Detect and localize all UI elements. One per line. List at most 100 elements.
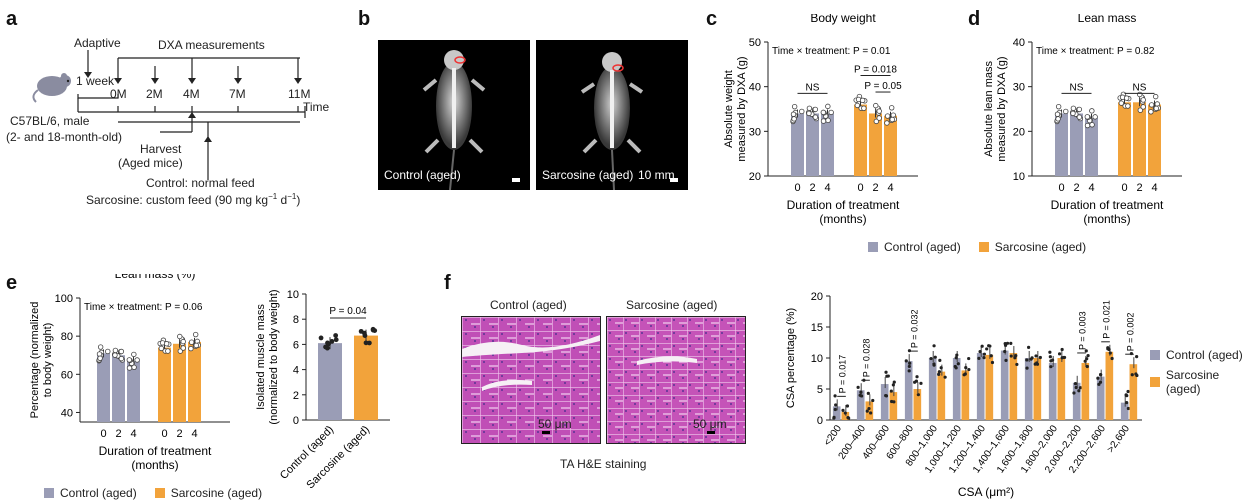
- data-point: [188, 339, 195, 345]
- significance-label: NS: [1070, 82, 1084, 93]
- bar: [937, 371, 946, 420]
- he-sarcosine-scale: 50 μm: [693, 417, 727, 431]
- y-tick-label: 10: [811, 353, 823, 365]
- data-point: [937, 372, 941, 376]
- x-tick-label: 2: [1136, 182, 1142, 194]
- data-point: [1130, 373, 1134, 377]
- y-tick-label: 40: [1013, 37, 1025, 49]
- data-point: [891, 383, 895, 387]
- bar: [880, 384, 889, 420]
- data-point: [1153, 105, 1159, 112]
- data-point: [919, 381, 923, 385]
- data-point: [112, 352, 118, 358]
- x-tick-label: 4: [824, 182, 830, 194]
- y-tick-label: 80: [61, 331, 73, 343]
- y-tick-label: 8: [293, 314, 299, 326]
- y-tick-label: 20: [1013, 126, 1025, 138]
- time-point-11: 11M: [288, 87, 311, 101]
- data-point: [806, 105, 813, 111]
- data-point: [362, 333, 368, 339]
- legend-csa: Control (aged) Sarcosine (aged): [1150, 348, 1256, 396]
- p-value-label: P = 0.002: [1126, 313, 1136, 352]
- y-axis-label-line: (normalized to body weight): [268, 289, 280, 424]
- x-axis-label: (months): [819, 212, 866, 226]
- significance-label: NS: [806, 82, 820, 93]
- data-point: [876, 108, 882, 114]
- significance-label: NS: [1133, 82, 1147, 93]
- data-point: [1148, 109, 1154, 115]
- p-value-label: P = 0.028: [862, 339, 872, 378]
- data-point: [333, 337, 339, 343]
- data-point: [1096, 376, 1100, 380]
- data-point: [1048, 350, 1052, 354]
- bar: [1009, 353, 1018, 420]
- time-point-2: 2M: [146, 87, 163, 101]
- data-point: [1070, 110, 1076, 117]
- y-tick-label: 30: [749, 126, 761, 138]
- data-point: [892, 400, 896, 404]
- legend-csa-sarcosine-swatch: [1150, 377, 1160, 387]
- data-point: [192, 331, 199, 338]
- bar: [1085, 117, 1098, 176]
- data-point: [843, 411, 847, 415]
- y-axis-label: Absolute lean massmeasured by DXA (g): [983, 56, 1008, 161]
- data-point: [812, 114, 819, 120]
- bar: [1133, 102, 1146, 176]
- bar: [854, 104, 867, 176]
- data-point: [165, 348, 171, 354]
- bar: [791, 113, 804, 176]
- bar: [1105, 351, 1114, 420]
- y-tick-label: 15: [811, 322, 823, 334]
- mouse-icon: [32, 73, 71, 103]
- data-point: [158, 345, 165, 352]
- data-point: [1140, 97, 1146, 103]
- data-point: [1015, 362, 1019, 367]
- data-point: [1108, 351, 1112, 355]
- data-point: [820, 109, 827, 116]
- data-point: [859, 97, 866, 104]
- data-point: [869, 411, 873, 415]
- he-sarcosine-texture: [607, 317, 745, 443]
- data-point: [884, 113, 891, 119]
- data-point: [1084, 114, 1091, 120]
- p-value-label: P = 0.021: [1102, 300, 1112, 339]
- data-point: [1054, 111, 1061, 117]
- bar: [188, 341, 201, 422]
- data-point: [1123, 95, 1130, 101]
- p-value-label: P = 0.003: [1078, 311, 1088, 350]
- bar: [1120, 402, 1129, 420]
- significance-label: P = 0.018: [854, 65, 897, 76]
- y-tick-label: 50: [749, 37, 761, 49]
- data-point: [1050, 358, 1055, 362]
- xray-sarcosine-label: Sarcosine (aged): [542, 168, 634, 182]
- data-point: [188, 345, 194, 352]
- y-axis-label: Percentage (normalizedto body weight): [29, 302, 54, 419]
- he-control-scale: 50 μm: [538, 417, 572, 431]
- data-point: [884, 394, 889, 398]
- x-axis-label: CSA (μm²): [958, 485, 1014, 499]
- data-point: [1035, 362, 1040, 366]
- x-tick-label: 2: [872, 182, 878, 194]
- panel-letter-e: e: [6, 272, 18, 294]
- data-point: [1005, 341, 1010, 345]
- chart-lean-mass-percent: Lean mass (%) Time × treatment: P = 0.06 4…: [29, 274, 230, 472]
- data-point: [937, 370, 942, 374]
- data-point: [97, 355, 103, 361]
- chart-annotation: Time × treatment: P = 0.06: [84, 302, 203, 313]
- harvest-label: Harvest: [140, 142, 182, 156]
- data-point: [333, 333, 339, 338]
- x-tick-label: 0: [1058, 182, 1064, 194]
- bar: [1148, 104, 1161, 176]
- data-point: [1085, 357, 1089, 361]
- data-point: [118, 355, 125, 362]
- time-axis-label: Time: [303, 100, 330, 114]
- x-tick-label: 0: [100, 428, 106, 440]
- p-value-label: P = 0.04: [329, 306, 367, 317]
- data-point: [1076, 114, 1083, 120]
- data-point: [126, 357, 133, 363]
- data-point: [982, 356, 986, 360]
- legend-bottom-sarcosine-label: Sarcosine (aged): [170, 486, 263, 500]
- bar: [821, 113, 834, 176]
- data-point: [1027, 345, 1031, 349]
- legend-control-swatch: [868, 242, 878, 252]
